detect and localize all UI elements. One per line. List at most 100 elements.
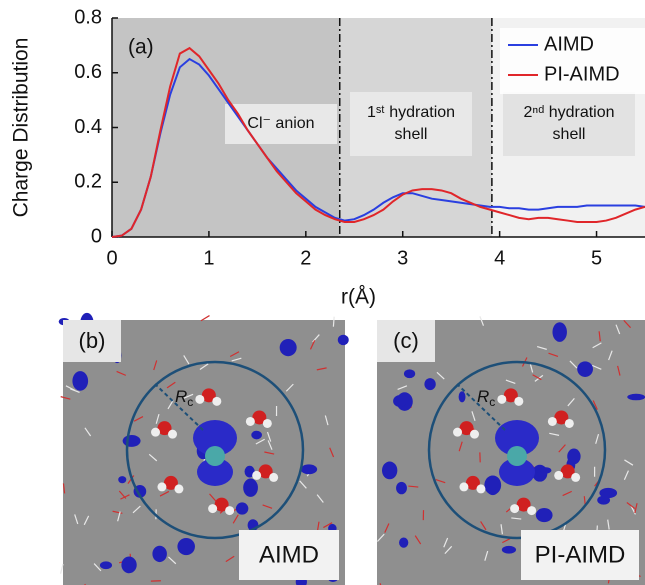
density-blob [72, 371, 89, 391]
water-stick [558, 444, 566, 453]
legend-label: AIMD [544, 33, 594, 55]
density-core [499, 458, 535, 486]
cutoff-circle [427, 360, 607, 540]
water-stick [65, 385, 76, 391]
density-blob [122, 434, 141, 447]
water-stick [183, 355, 190, 365]
oxygen [554, 410, 569, 425]
water-stick [480, 521, 487, 531]
density-blob [121, 556, 137, 574]
density-core [495, 420, 539, 456]
method-label-box [239, 530, 339, 580]
water-stick [316, 367, 327, 371]
density-blob [300, 464, 318, 475]
water-stick [93, 563, 102, 572]
water-stick [264, 451, 275, 455]
density-blob [393, 395, 407, 408]
density-blob [577, 361, 593, 377]
water-stick [505, 379, 516, 385]
y-axis-label: Charge Distribution [10, 38, 33, 218]
density-blob [251, 430, 263, 440]
water-stick [624, 459, 634, 466]
hydrogen [571, 472, 581, 482]
water-stick [435, 478, 446, 484]
water-stick [607, 519, 610, 530]
series-line [111, 46, 645, 238]
water-stick [299, 480, 307, 489]
water-stick [615, 324, 621, 335]
oxygen [157, 421, 172, 436]
hydrogen [514, 396, 524, 406]
y-tick-label: 0.4 [74, 116, 102, 138]
legend-box [500, 28, 645, 94]
water-stick [153, 360, 158, 371]
hydrogen [212, 396, 222, 406]
water-stick [397, 385, 408, 390]
water-stick [74, 514, 79, 525]
water-stick [458, 441, 463, 452]
water-stick [84, 427, 92, 437]
method-label: PI-AIMD [535, 541, 626, 568]
density-blob [243, 478, 258, 497]
water-stick [232, 514, 239, 524]
water-stick [133, 416, 144, 422]
water-stick [117, 511, 121, 522]
water-stick [444, 545, 453, 555]
water-stick [60, 563, 64, 574]
region-label-box [503, 92, 635, 156]
x-tick-label: 2 [300, 247, 311, 269]
water-stick [148, 453, 158, 462]
water-stick [592, 342, 602, 349]
density-blob [99, 561, 113, 570]
method-label-box [521, 530, 639, 580]
water-stick [567, 397, 575, 407]
density-blob [552, 322, 567, 342]
y-tick-label: 0 [91, 225, 102, 247]
hydrogen [470, 429, 480, 439]
y-tick-label: 0.8 [74, 6, 102, 28]
panel-label: (b) [79, 328, 106, 353]
x-tick-label: 0 [106, 247, 117, 269]
water-stick [549, 432, 560, 436]
panel-label: (a) [128, 36, 154, 59]
density-blob [535, 508, 553, 523]
density-blob [540, 467, 552, 474]
x-tick-label: 3 [397, 247, 408, 269]
water-stick [408, 485, 419, 488]
snapshot: Rc (c) PI-AIMD [376, 316, 645, 585]
y-tick-label: 0.2 [74, 171, 102, 193]
water-stick [634, 503, 638, 514]
hydrogen [151, 427, 161, 437]
water-stick [592, 400, 598, 410]
density-blob [244, 465, 255, 478]
hydrogen [225, 506, 235, 516]
water-stick [116, 370, 127, 376]
region-label: 1ˢᵗ hydration [367, 104, 455, 121]
density-blob [424, 378, 436, 391]
water-stick [443, 537, 449, 548]
water-stick [384, 523, 390, 533]
water-stick [329, 447, 335, 458]
radius-label: Rc [477, 387, 495, 409]
density-blob [381, 461, 398, 480]
water-stick [471, 411, 476, 422]
water-stick [155, 413, 160, 424]
density-blob [399, 537, 409, 548]
water-stick [200, 315, 210, 322]
hydrogen [510, 504, 520, 514]
water-stick [595, 433, 600, 444]
water-stick [60, 396, 71, 400]
density-blob [627, 393, 645, 401]
hydrogen [527, 506, 537, 516]
radius-label: Rc [175, 387, 193, 409]
density-core [197, 458, 233, 486]
hydrogen [453, 427, 463, 437]
water-stick [598, 331, 601, 342]
region-label-box [350, 92, 472, 156]
cutoff-circle [125, 360, 305, 540]
water-stick [159, 490, 170, 497]
water-stick [414, 535, 422, 545]
water-stick [267, 440, 273, 450]
oxygen [163, 475, 178, 490]
hydrogen [547, 416, 557, 426]
